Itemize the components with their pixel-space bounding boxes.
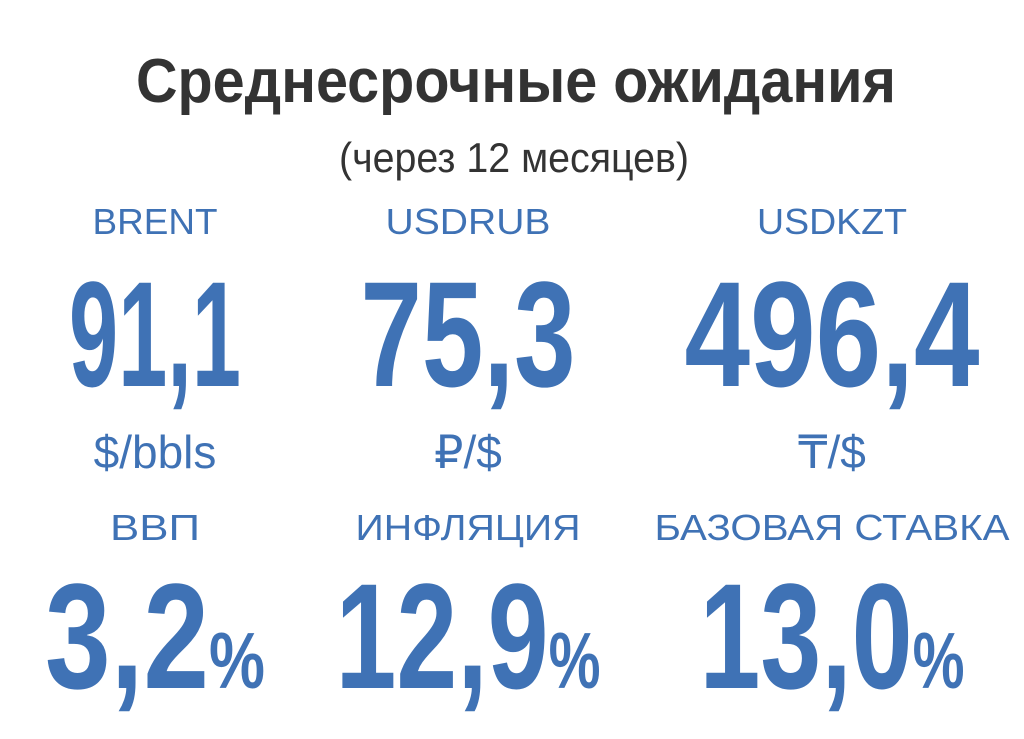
value-unit: %	[913, 616, 965, 705]
metric-label: ИНФЛЯЦИЯ	[356, 507, 581, 548]
metric-value: 91,1	[69, 250, 241, 418]
metric-value: 13,0%	[700, 552, 965, 720]
value-number: 3,2	[45, 552, 209, 720]
title: Среднесрочные ожидания	[136, 47, 896, 116]
metric-value: 496,4	[685, 250, 980, 418]
value-number: 12,9	[336, 552, 549, 720]
metric-label: USDRUB	[386, 201, 551, 242]
metric-unit: ₽/$	[434, 426, 502, 478]
subtitle: (через 12 месяцев)	[339, 134, 689, 181]
metric-label: БАЗОВАЯ СТАВКА	[655, 507, 1010, 548]
value-unit: %	[549, 616, 601, 705]
metric-value: 12,9%	[336, 552, 601, 720]
metric-label: BRENT	[93, 201, 218, 242]
metric-value: 3,2%	[45, 552, 265, 720]
metric-label: ВВП	[110, 507, 200, 548]
metric-value: 75,3	[361, 250, 576, 418]
value-number: 13,0	[700, 552, 913, 720]
metric-unit: $/bbls	[94, 426, 217, 478]
value-unit: %	[209, 616, 265, 705]
metric-unit: ₸/$	[798, 426, 866, 478]
metric-label: USDKZT	[757, 201, 907, 242]
